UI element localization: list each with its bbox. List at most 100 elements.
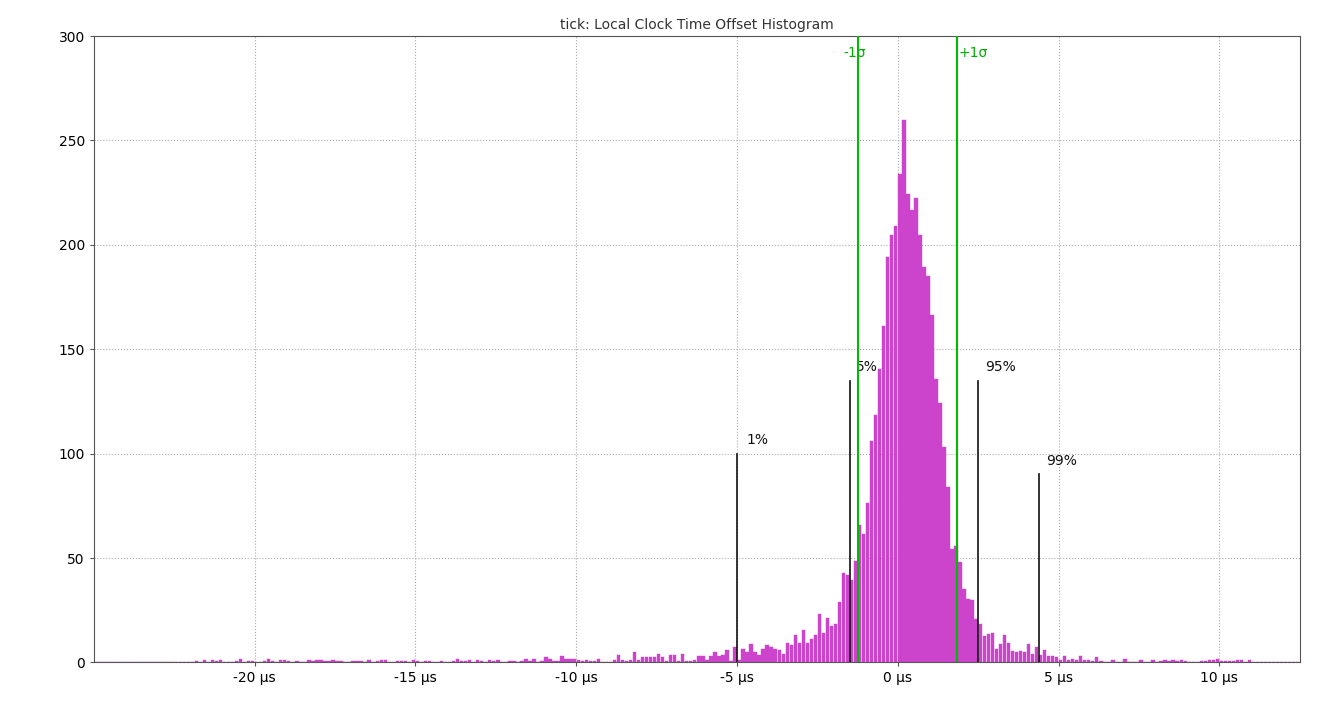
Bar xyxy=(632,652,636,662)
Bar xyxy=(524,659,528,662)
Bar xyxy=(1071,659,1075,662)
Bar xyxy=(809,639,813,662)
Bar xyxy=(576,660,580,662)
Bar xyxy=(556,661,560,662)
Bar xyxy=(1199,661,1203,662)
Bar xyxy=(383,660,387,662)
Bar xyxy=(263,661,267,662)
Bar xyxy=(1063,656,1067,662)
Bar xyxy=(737,660,741,662)
Bar xyxy=(685,661,689,662)
Bar xyxy=(1030,654,1034,662)
Bar xyxy=(194,661,198,662)
Bar xyxy=(838,601,842,662)
Bar xyxy=(902,120,906,662)
Bar xyxy=(745,652,749,662)
Bar xyxy=(267,659,271,662)
Bar xyxy=(210,660,214,662)
Bar xyxy=(649,657,653,662)
Bar xyxy=(729,661,733,662)
Bar xyxy=(375,661,379,662)
Bar xyxy=(1095,657,1099,662)
Bar xyxy=(351,661,355,662)
Bar xyxy=(1067,660,1071,662)
Bar xyxy=(218,660,222,662)
Bar xyxy=(765,645,769,662)
Bar xyxy=(850,580,854,662)
Bar xyxy=(890,235,894,662)
Bar xyxy=(564,659,568,662)
Bar xyxy=(202,660,206,662)
Bar xyxy=(946,487,950,662)
Bar xyxy=(1047,656,1051,662)
Bar xyxy=(749,644,753,662)
Bar xyxy=(520,661,524,662)
Bar xyxy=(657,654,661,662)
Bar xyxy=(335,661,339,662)
Bar xyxy=(355,661,359,662)
Bar xyxy=(1248,660,1252,662)
Bar xyxy=(423,661,427,662)
Bar xyxy=(327,661,331,662)
Bar xyxy=(825,618,829,662)
Bar xyxy=(681,654,685,662)
Bar xyxy=(894,226,898,662)
Bar xyxy=(753,652,757,662)
Bar xyxy=(251,661,255,662)
Bar xyxy=(1163,660,1167,662)
Bar xyxy=(990,633,994,662)
Bar xyxy=(874,415,878,662)
Bar xyxy=(379,660,383,662)
Bar xyxy=(403,661,407,662)
Bar xyxy=(805,642,809,662)
Bar xyxy=(673,655,677,662)
Bar xyxy=(978,624,982,662)
Bar xyxy=(777,650,781,662)
Bar xyxy=(311,661,315,662)
Bar xyxy=(653,657,657,662)
Bar xyxy=(829,626,833,662)
Bar xyxy=(1203,661,1207,662)
Bar xyxy=(532,659,536,662)
Bar xyxy=(319,660,323,662)
Bar xyxy=(858,524,862,662)
Bar xyxy=(769,647,773,662)
Bar xyxy=(886,258,890,662)
Bar xyxy=(641,657,645,662)
Bar xyxy=(1026,644,1030,662)
Bar xyxy=(785,642,789,662)
Bar xyxy=(1051,656,1055,662)
Bar xyxy=(914,198,918,662)
Bar xyxy=(427,661,431,662)
Bar xyxy=(283,660,287,662)
Bar xyxy=(1215,659,1219,662)
Bar xyxy=(757,655,761,662)
Bar xyxy=(1075,660,1079,662)
Bar xyxy=(1207,660,1211,662)
Bar xyxy=(1211,660,1215,662)
Bar xyxy=(994,649,998,662)
Bar xyxy=(705,660,709,662)
Bar xyxy=(584,660,588,662)
Bar xyxy=(496,660,500,662)
Text: +1σ: +1σ xyxy=(958,46,988,60)
Text: 95%: 95% xyxy=(985,360,1016,374)
Bar xyxy=(725,650,729,662)
Bar xyxy=(295,661,299,662)
Bar xyxy=(1043,650,1047,662)
Bar xyxy=(287,661,291,662)
Bar xyxy=(460,661,464,662)
Bar xyxy=(1087,660,1091,662)
Bar xyxy=(468,660,472,662)
Bar xyxy=(323,661,327,662)
Bar xyxy=(1034,647,1038,662)
Bar xyxy=(560,656,564,662)
Bar xyxy=(970,600,974,662)
Bar xyxy=(846,575,850,662)
Bar xyxy=(986,634,990,662)
Bar xyxy=(548,659,552,662)
Bar xyxy=(1167,661,1171,662)
Title: tick: Local Clock Time Offset Histogram: tick: Local Clock Time Offset Histogram xyxy=(560,18,833,32)
Bar xyxy=(797,642,801,662)
Bar xyxy=(665,661,669,662)
